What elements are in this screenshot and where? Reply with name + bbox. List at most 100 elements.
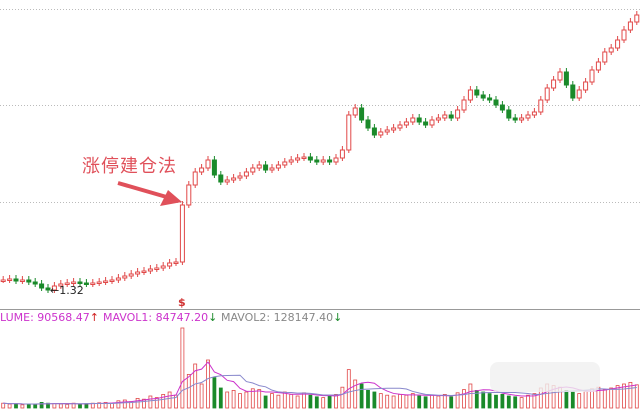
candle-body [525,114,531,119]
volume-bar [154,397,159,409]
candle-body [352,107,358,116]
mavol1-value: MAVOL1: 84747.20 [103,311,209,324]
candle-body [634,14,640,23]
volume-bar [577,393,582,409]
volume-bar [122,399,127,409]
candle-body [467,89,473,101]
volume-bar [276,394,281,409]
volume-bar [26,403,31,409]
candle-body [519,117,525,121]
volume-bar [142,398,146,409]
candle-body [595,61,601,71]
volume-bar [372,391,377,409]
volume-bar [20,404,25,409]
candle-body [506,109,512,119]
volume-bar [622,383,626,409]
candle-body [58,283,64,287]
candle-body [314,159,320,163]
candle-body [250,167,256,173]
volume-bar [366,389,370,409]
candle-body [333,157,339,163]
mavol2-legend: MAVOL2: 128147.40↓ [221,311,342,324]
candle-body [0,279,6,282]
volume-bar [583,390,588,409]
candle-body [576,89,582,99]
volume-bar [500,393,505,409]
volume-bar [334,393,338,409]
candle-body [205,159,211,169]
volume-bar [628,381,633,409]
volume-bar [340,386,345,409]
candles [0,11,640,293]
candle-body [416,117,422,123]
volume-bar [238,393,242,409]
low-price-label: ←1.32 [50,284,84,297]
candle-body [71,281,77,284]
candle-body [115,277,121,281]
up-arrow-icon: ↑ [89,311,99,324]
candle-body [448,114,454,119]
candle-body [90,282,96,285]
volume-bar [449,396,454,409]
candle-body [615,39,621,49]
volume-bar [58,403,63,409]
candle-body [365,119,371,129]
volume-bar [410,393,415,409]
volume-bar [526,394,530,409]
volume-bar [391,395,396,409]
volume-bar [270,393,274,409]
candle-body [583,81,589,91]
candle-body [83,282,89,285]
volume-value: LUME: 90568.47 [0,311,90,324]
volume-bar [314,396,319,409]
candle-body [499,104,505,111]
volume-bar [282,391,287,409]
volume-bar [78,403,82,409]
volume-bar [634,384,639,409]
mavol2-line [3,374,637,405]
volume-bar [289,393,294,409]
volume-bar [487,393,492,409]
volume-bar [97,402,102,409]
volume-bar [212,377,217,409]
volume-bar [378,393,383,409]
candle-body [531,111,537,116]
candle-body [192,171,198,186]
candle-body [96,281,102,284]
candle-body [154,267,160,270]
volume-bar [225,391,230,409]
candle-body [160,265,166,269]
candle-body [339,149,345,159]
volume-bar [7,403,12,409]
candle-body [320,159,326,163]
candle-body [474,89,480,96]
candle-body [570,84,576,99]
candle-body [480,94,486,99]
volume-bar [513,396,518,409]
mavol1-legend: MAVOL1: 84747.20↓ [103,311,217,324]
volume-bar [417,395,422,409]
down-arrow-icon: ↓ [333,311,343,324]
volume-bar [103,401,108,409]
volume-bar [39,401,44,409]
candle-body [391,127,397,131]
candle-body [282,161,288,166]
volume-bar [404,394,409,409]
volume-bar [468,383,473,409]
candle-body [51,285,57,291]
volume-bar [353,379,358,409]
candle-body [109,279,115,282]
candle-body [13,278,19,282]
volume-bar [46,402,50,409]
mavol2-value: MAVOL2: 128147.40 [221,311,334,324]
volume-bar [199,383,204,409]
volume-bar [570,391,575,409]
candle-body [103,280,109,283]
volume-bar [135,397,140,409]
candle-body [186,184,192,206]
volume-bar [615,385,620,409]
volume-bar [180,327,185,409]
candle-body [218,174,224,183]
candle-body [493,99,499,106]
